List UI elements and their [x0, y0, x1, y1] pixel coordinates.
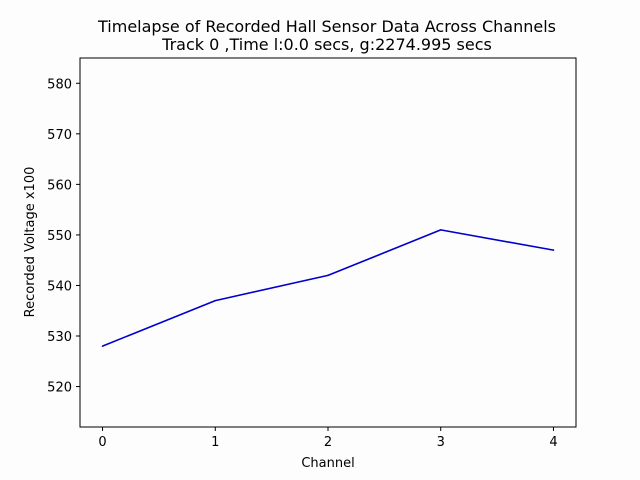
y-tick-label: 540 [47, 279, 72, 294]
y-tick-label: 520 [47, 381, 72, 396]
x-tick-label: 4 [549, 435, 557, 450]
x-tick-label: 3 [437, 435, 445, 450]
chart-subtitle: Track 0 ,Time l:0.0 secs, g:2274.995 sec… [161, 35, 492, 54]
y-axis-label: Recorded Voltage x100 [23, 167, 38, 318]
data-point [552, 249, 555, 251]
data-point [214, 299, 217, 302]
data-point [439, 229, 442, 231]
x-tick-label: 2 [324, 435, 332, 450]
y-tick-label: 570 [47, 128, 72, 143]
y-tick-label: 580 [47, 77, 72, 92]
data-point [101, 345, 104, 347]
plot-frame [79, 57, 577, 428]
y-tick-label: 550 [47, 229, 72, 244]
x-axis-label: Channel [301, 456, 354, 471]
chart-title: Timelapse of Recorded Hall Sensor Data A… [97, 17, 556, 36]
x-tick-label: 1 [211, 435, 219, 450]
x-tick-label: 0 [98, 435, 106, 450]
plot-area: 0 1 2 3 4 520 530 540 550 560 570 580 [47, 57, 577, 450]
y-tick-label: 530 [47, 330, 72, 345]
y-tick-label: 560 [47, 178, 72, 193]
data-point [327, 274, 329, 277]
